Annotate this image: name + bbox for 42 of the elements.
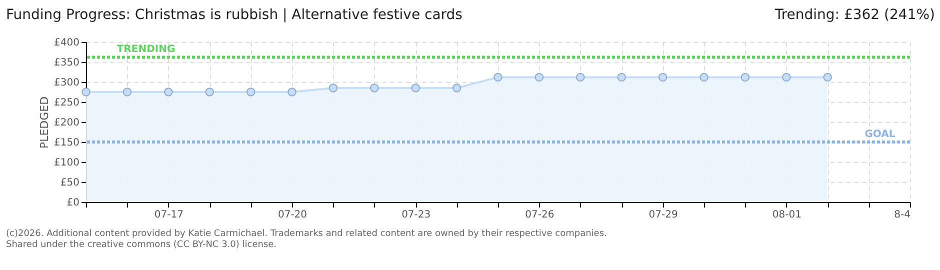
x-tick-label: 07-20: [278, 210, 308, 220]
chart-subtitle: Trending: £362 (241%): [774, 7, 935, 23]
y-tick-label: £100: [54, 158, 80, 168]
text: (c)2026. Additional content provided by Katie Carmichael. Trademarks and related content are owned by their respective companies.: [6, 229, 607, 239]
x-tick-label: 07-26: [525, 210, 554, 220]
y-tick-label: £150: [54, 138, 80, 148]
point: [700, 72, 708, 82]
point: [164, 88, 173, 96]
y-tick-label: £350: [54, 58, 80, 68]
x-tick-label: 8-4: [894, 210, 910, 220]
point: [823, 72, 832, 82]
point: [82, 88, 90, 96]
point: [411, 84, 420, 92]
point: [534, 72, 544, 82]
point: [122, 88, 132, 96]
point: [205, 88, 214, 96]
point: [328, 84, 338, 92]
y-tick-label: £200: [54, 118, 80, 128]
y-tick-label: £250: [54, 98, 80, 108]
point: [494, 72, 502, 82]
point: [576, 72, 585, 82]
point: [658, 72, 668, 82]
point: [617, 72, 626, 82]
ref-line-label: TRENDING: [116, 44, 176, 56]
y-tick-label: £400: [54, 38, 80, 48]
point: [452, 84, 462, 92]
y-tick-label: £300: [54, 78, 80, 88]
point: [246, 88, 256, 96]
y-tick-label: £50: [60, 178, 80, 188]
point: [782, 72, 791, 82]
y-axis-title: PLEDGED: [38, 96, 52, 149]
ref-line-label: GOAL: [864, 129, 896, 140]
point: [288, 88, 296, 96]
point: [370, 84, 379, 92]
chart-title: Funding Progress: Christmas is rubbish | Alternative festive cards: [6, 7, 462, 23]
text: Shared under the creative commons (CC BY-NC 3.0) license.: [6, 240, 277, 250]
x-tick-label: 07-29: [648, 210, 678, 220]
y-tick-label: £0: [66, 198, 80, 208]
x-tick-label: 07-17: [154, 210, 184, 220]
x-tick-label: 08-01: [772, 210, 802, 220]
point: [740, 72, 750, 82]
x-tick-label: 07-23: [402, 210, 431, 220]
